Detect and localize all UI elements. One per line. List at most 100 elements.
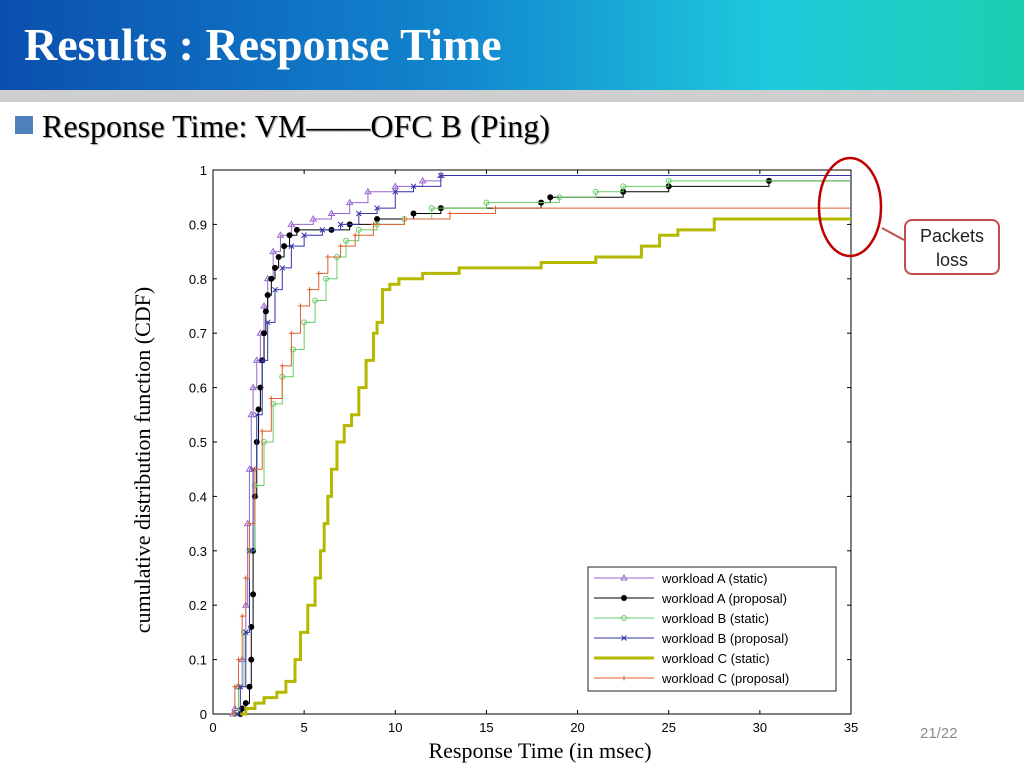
data-point	[287, 220, 296, 227]
series-layer	[229, 171, 851, 717]
data-point	[232, 684, 238, 690]
data-point	[261, 439, 268, 445]
data-point	[252, 356, 261, 363]
y-tick-label: 0.2	[189, 598, 207, 613]
data-point	[262, 308, 269, 315]
legend-label: workload A (static)	[661, 571, 768, 586]
y-tick-label: 0.3	[189, 544, 207, 559]
x-tick-label: 35	[844, 720, 858, 735]
data-point	[410, 183, 417, 190]
data-point	[438, 172, 444, 179]
x-axis-label: Response Time (in msec)	[428, 738, 651, 763]
data-point	[264, 292, 271, 299]
x-tick-label: 5	[301, 720, 308, 735]
data-point	[261, 330, 268, 337]
y-tick-label: 0.1	[189, 653, 207, 668]
x-axis-ticks: 0 5 10 15 20 25 30 35	[209, 170, 858, 735]
data-point	[293, 226, 300, 233]
data-point	[401, 216, 407, 222]
series-line	[240, 217, 851, 716]
legend-label: workload B (proposal)	[661, 631, 788, 646]
legend-box	[587, 566, 837, 692]
data-point	[255, 406, 262, 413]
data-point	[327, 209, 336, 217]
y-axis-ticks: 0 0.1 0.2 0.3 0.4 0.5 0.6 0.7 0.8 0.9 1	[189, 163, 851, 722]
data-point	[268, 395, 274, 401]
data-point	[312, 297, 319, 304]
data-point	[547, 194, 554, 201]
data-point	[309, 214, 318, 222]
data-point	[343, 237, 350, 244]
legend-label: workload C (proposal)	[661, 671, 789, 686]
data-point	[247, 410, 256, 418]
title-divider	[0, 90, 1024, 102]
data-point	[374, 205, 380, 211]
data-point	[316, 270, 322, 276]
data-point	[301, 232, 307, 239]
data-point	[252, 466, 258, 472]
legend-marker	[620, 574, 628, 581]
data-point	[242, 700, 249, 707]
y-tick-label: 0.4	[189, 489, 207, 504]
callout-pointer	[881, 227, 905, 241]
data-point	[345, 198, 354, 206]
data-point	[665, 177, 672, 184]
legend-marker	[621, 595, 627, 601]
data-point	[279, 265, 286, 271]
data-point	[428, 205, 435, 212]
data-point	[392, 188, 399, 195]
title-bar	[0, 0, 1024, 90]
data-point	[275, 254, 282, 261]
data-point	[364, 187, 372, 195]
x-tick-label: 25	[661, 720, 675, 735]
data-point	[271, 264, 278, 271]
packet-loss-highlight	[817, 156, 883, 258]
y-tick-label: 0.8	[189, 272, 207, 287]
slide-title: Results : Response Time	[24, 19, 502, 70]
data-point	[319, 226, 326, 233]
x-tick-label: 10	[388, 720, 402, 735]
packets-loss-callout: Packets loss	[904, 219, 1000, 275]
data-point	[242, 629, 249, 636]
y-tick-label: 0.9	[189, 217, 207, 232]
data-point	[374, 215, 381, 222]
y-tick-label: 0.5	[189, 435, 207, 450]
series-4	[233, 172, 851, 717]
data-point	[493, 205, 499, 211]
data-point	[239, 613, 245, 619]
data-point	[276, 231, 285, 238]
data-point	[236, 657, 242, 663]
data-point	[248, 656, 255, 663]
data-point	[259, 428, 265, 434]
x-tick-label: 0	[209, 720, 216, 735]
series-5	[240, 217, 851, 716]
page-number: 21/22	[920, 725, 958, 742]
bullet-square-icon	[15, 116, 33, 134]
data-point	[307, 287, 313, 293]
data-point	[370, 221, 376, 227]
data-point	[355, 226, 362, 233]
data-point	[253, 411, 260, 418]
data-point	[243, 575, 249, 581]
legend-label: workload B (static)	[661, 611, 769, 626]
data-point	[391, 182, 400, 189]
data-point	[245, 465, 254, 472]
data-point	[301, 319, 308, 326]
data-point	[246, 521, 252, 527]
data-point	[297, 303, 303, 309]
data-point	[418, 176, 427, 184]
data-point	[337, 221, 344, 228]
legend-marker	[621, 675, 627, 681]
data-point	[410, 210, 417, 217]
data-point	[281, 243, 288, 250]
data-point	[288, 243, 295, 250]
data-point	[447, 211, 453, 217]
data-point	[620, 183, 627, 190]
data-point	[269, 247, 278, 255]
data-point	[249, 383, 257, 391]
series-line	[233, 207, 851, 715]
data-point	[260, 302, 268, 309]
legend-marker	[621, 635, 627, 641]
data-point	[355, 210, 362, 217]
